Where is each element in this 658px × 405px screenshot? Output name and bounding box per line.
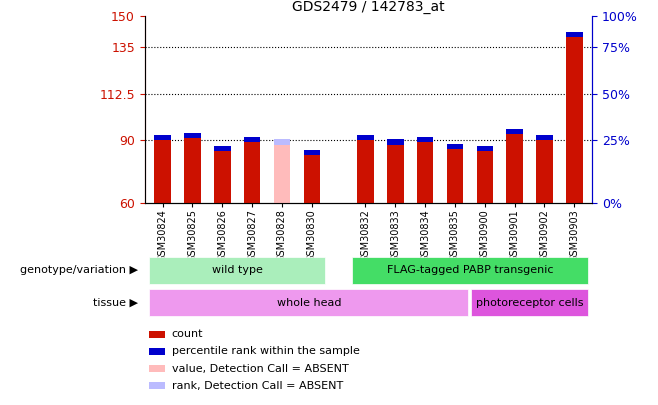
Bar xyxy=(536,141,553,202)
Bar xyxy=(155,141,171,202)
Bar xyxy=(417,137,434,143)
Bar xyxy=(149,348,165,355)
Bar xyxy=(149,365,165,372)
Text: genotype/variation ▶: genotype/variation ▶ xyxy=(20,265,138,275)
Bar xyxy=(214,145,230,151)
Bar xyxy=(417,143,434,202)
Bar xyxy=(184,139,201,202)
Text: FLAG-tagged PABP transgenic: FLAG-tagged PABP transgenic xyxy=(387,265,553,275)
Bar xyxy=(274,145,290,202)
Text: count: count xyxy=(172,329,203,339)
Bar xyxy=(387,139,403,145)
Text: rank, Detection Call = ABSENT: rank, Detection Call = ABSENT xyxy=(172,381,343,391)
Text: wild type: wild type xyxy=(212,265,263,275)
Bar xyxy=(155,135,171,141)
Bar xyxy=(214,151,230,202)
Bar xyxy=(387,145,403,202)
Text: value, Detection Call = ABSENT: value, Detection Call = ABSENT xyxy=(172,364,348,373)
Bar xyxy=(303,150,320,155)
Bar xyxy=(507,134,523,202)
Bar xyxy=(274,139,290,145)
Bar xyxy=(149,257,325,284)
Bar xyxy=(149,289,468,316)
Bar xyxy=(476,151,493,202)
Title: GDS2479 / 142783_at: GDS2479 / 142783_at xyxy=(292,0,445,14)
Text: percentile rank within the sample: percentile rank within the sample xyxy=(172,346,359,356)
Bar xyxy=(471,289,588,316)
Bar xyxy=(357,141,374,202)
Text: tissue ▶: tissue ▶ xyxy=(93,298,138,308)
Bar xyxy=(149,382,165,389)
Bar xyxy=(352,257,588,284)
Bar xyxy=(244,137,261,143)
Bar xyxy=(447,143,463,149)
Text: whole head: whole head xyxy=(276,298,341,308)
Bar xyxy=(244,143,261,202)
Bar xyxy=(507,129,523,134)
Bar xyxy=(184,133,201,139)
Bar xyxy=(566,37,582,202)
Bar xyxy=(536,135,553,141)
Bar xyxy=(149,330,165,338)
Bar xyxy=(357,135,374,141)
Bar xyxy=(447,149,463,202)
Bar xyxy=(303,155,320,202)
Text: photoreceptor cells: photoreceptor cells xyxy=(476,298,583,308)
Bar xyxy=(476,145,493,151)
Bar xyxy=(566,32,582,37)
